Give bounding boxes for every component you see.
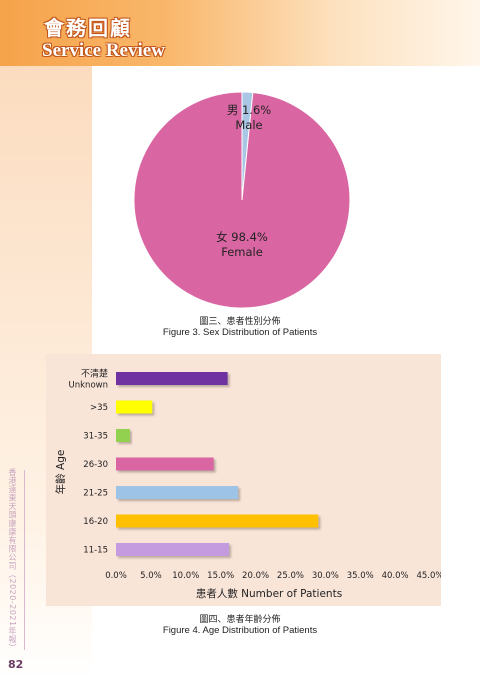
figure3-caption-zh: 圖三、患者性別分佈 bbox=[199, 317, 281, 327]
pie-label-female: 女 98.4% Female bbox=[182, 229, 302, 259]
bar-4 bbox=[116, 486, 239, 499]
bar-0 bbox=[116, 372, 228, 385]
category-label-0-en: Unknown bbox=[69, 381, 108, 391]
pie-slice-female bbox=[133, 91, 351, 309]
x-tick-label-9: 45.0% bbox=[416, 571, 441, 581]
pie-label-female-en: Female bbox=[221, 245, 263, 259]
pie-label-female-value: 98.4% bbox=[231, 230, 268, 244]
pie-label-male-en: Male bbox=[235, 118, 263, 132]
category-label-1: >35 bbox=[90, 403, 108, 413]
pie-label-male: 男 1.6% Male bbox=[189, 102, 309, 132]
category-label-4: 21-25 bbox=[83, 489, 108, 499]
x-tick-label-5: 25.0% bbox=[277, 571, 304, 581]
x-tick-label-6: 30.0% bbox=[312, 571, 339, 581]
side-rule bbox=[24, 470, 25, 650]
figure3-caption-en: Figure 3. Sex Distribution of Patients bbox=[162, 327, 318, 338]
bar-3 bbox=[116, 457, 214, 471]
x-tick-label-1: 5.0% bbox=[140, 571, 162, 581]
category-label-6: 11-15 bbox=[83, 546, 108, 556]
bar-6 bbox=[116, 543, 230, 556]
category-label-2: 31-35 bbox=[83, 432, 108, 442]
pie-label-male-value: 1.6% bbox=[241, 103, 272, 117]
header-title-en: Service Review bbox=[42, 40, 165, 61]
x-tick-label-3: 15.0% bbox=[207, 571, 234, 581]
header-title-zh: 會務回顧 bbox=[44, 16, 132, 40]
sex-pie-chart bbox=[133, 91, 351, 309]
category-label-5: 16-20 bbox=[83, 517, 108, 527]
bar-2 bbox=[116, 429, 130, 442]
x-tick-label-7: 35.0% bbox=[347, 571, 374, 581]
category-label-3: 26-30 bbox=[83, 460, 108, 470]
category-label-0-zh: 不清楚 bbox=[81, 368, 108, 380]
side-annual-report-text: 香港遠東天頭康康有限公司（2020-2021年報） bbox=[8, 468, 17, 653]
pie-label-female-zh: 女 bbox=[216, 230, 228, 244]
x-axis-title: 患者人數 Number of Patients bbox=[196, 587, 342, 600]
bar-1 bbox=[116, 400, 153, 414]
x-tick-label-4: 20.0% bbox=[242, 571, 269, 581]
figure4-caption-en: Figure 4. Age Distribution of Patients bbox=[162, 625, 318, 636]
figure4-caption-zh: 圖四、患者年齡分佈 bbox=[199, 615, 281, 625]
pie-label-male-zh: 男 bbox=[226, 103, 239, 117]
x-tick-label-8: 40.0% bbox=[382, 571, 409, 581]
y-axis-title: 年齡 Age bbox=[54, 450, 67, 495]
bar-5 bbox=[116, 514, 319, 528]
x-tick-label-2: 10.0% bbox=[172, 571, 199, 581]
page-number: 82 bbox=[8, 658, 24, 671]
age-bar-chart-background bbox=[46, 354, 441, 606]
header-band bbox=[0, 0, 480, 66]
x-tick-label-0: 0.0% bbox=[105, 571, 127, 581]
